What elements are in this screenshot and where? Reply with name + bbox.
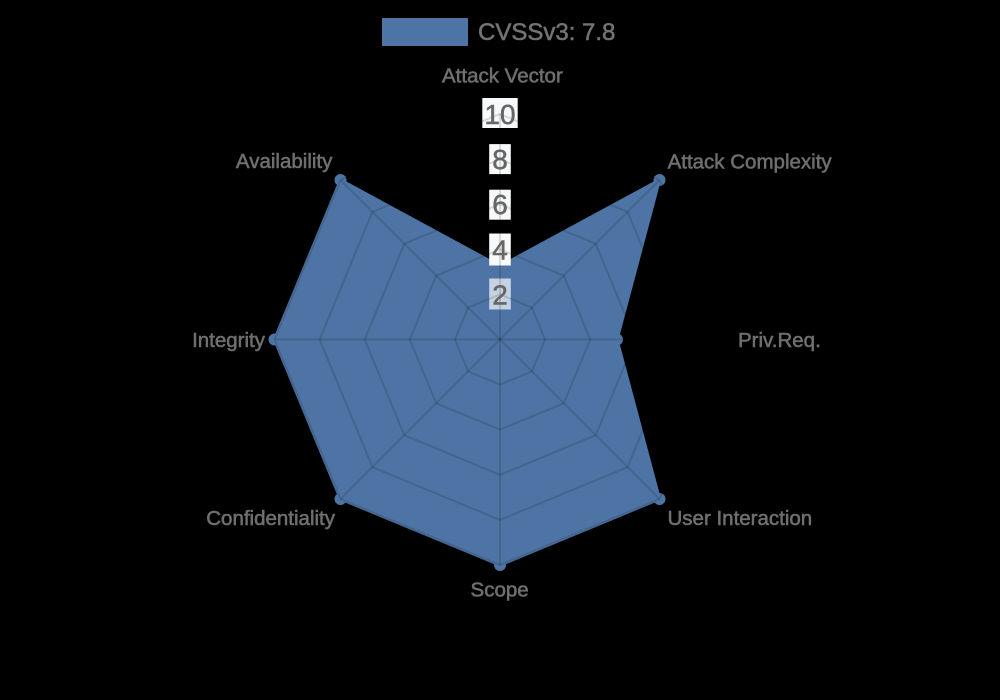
svg-text:4: 4: [492, 234, 508, 265]
svg-text:10: 10: [484, 99, 515, 130]
svg-text:Priv.Req.: Priv.Req.: [738, 329, 821, 352]
svg-text:User Interaction: User Interaction: [668, 507, 813, 530]
svg-text:CVSSv3: 7.8: CVSSv3: 7.8: [478, 19, 615, 46]
svg-text:Scope: Scope: [471, 579, 529, 602]
svg-text:8: 8: [492, 144, 508, 175]
svg-text:Integrity: Integrity: [192, 329, 266, 352]
svg-text:2: 2: [492, 279, 508, 310]
svg-text:Confidentiality: Confidentiality: [206, 507, 336, 530]
svg-text:6: 6: [492, 189, 508, 220]
svg-text:Availability: Availability: [236, 150, 333, 173]
svg-text:Attack Complexity: Attack Complexity: [668, 151, 833, 174]
svg-text:Attack Vector: Attack Vector: [442, 65, 563, 88]
